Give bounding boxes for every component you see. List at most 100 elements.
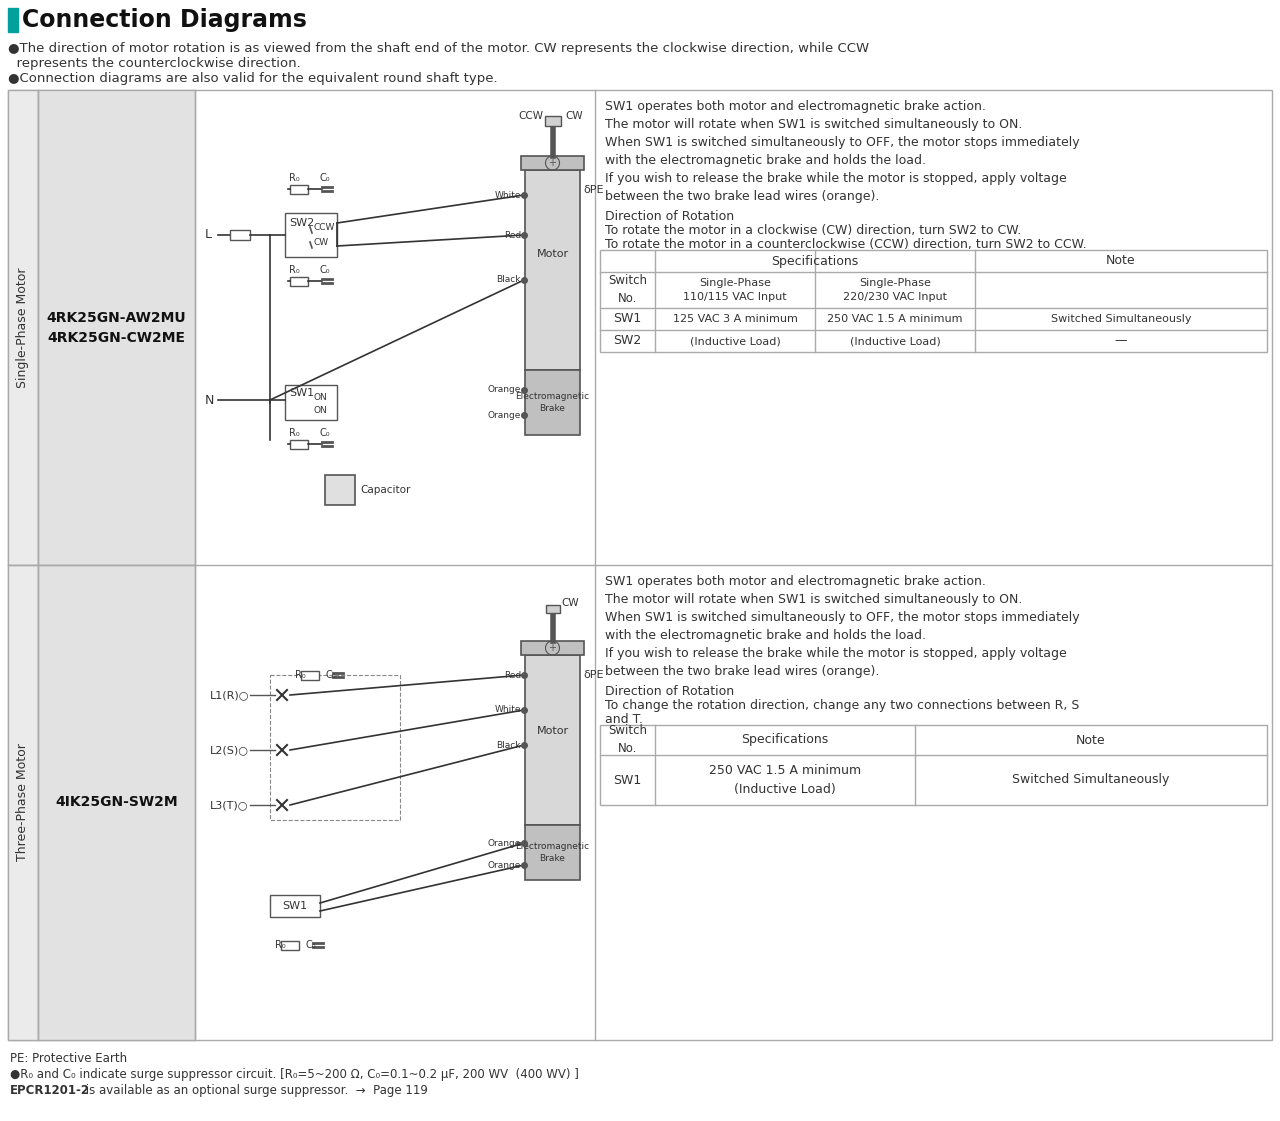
Text: SW1: SW1 [283,901,307,911]
Bar [325,475,355,504]
Text: SW1: SW1 [289,388,314,398]
Text: SW2: SW2 [613,334,641,348]
Text: Electromagnetic
Brake: Electromagnetic Brake [516,842,590,863]
Text: (Inductive Load): (Inductive Load) [690,336,781,346]
Text: CCW: CCW [518,111,543,121]
Text: C₀: C₀ [325,670,335,680]
Text: Orange: Orange [488,386,521,395]
Bar [291,439,308,448]
Text: ON: ON [314,393,326,402]
Text: +: + [549,643,557,654]
Bar [301,670,319,679]
Text: Direction of Rotation: Direction of Rotation [605,210,735,223]
Bar [545,605,559,613]
Text: R₀: R₀ [289,265,300,275]
Text: Connection Diagrams: Connection Diagrams [22,8,307,33]
Text: —: — [1115,334,1128,348]
Bar [8,90,1272,1040]
Text: SW1: SW1 [613,313,641,325]
Text: Electromagnetic
Brake: Electromagnetic Brake [516,391,590,414]
Text: 125 VAC 3 A minimum: 125 VAC 3 A minimum [672,314,797,324]
Text: δPE: δPE [582,670,603,680]
Bar [8,8,18,33]
Text: R₀: R₀ [275,941,285,949]
Text: Black: Black [497,741,521,750]
Text: L: L [205,229,212,241]
Text: C₀: C₀ [320,265,330,275]
Text: To rotate the motor in a clockwise (CW) direction, turn SW2 to CW.: To rotate the motor in a clockwise (CW) … [605,224,1021,237]
Text: Orange: Orange [488,410,521,419]
Text: (Inductive Load): (Inductive Load) [850,336,941,346]
Bar [525,825,580,880]
Text: Direction of Rotation: Direction of Rotation [605,685,735,698]
Bar [38,90,195,565]
Text: ●The direction of motor rotation is as viewed from the shaft end of the motor. C: ●The direction of motor rotation is as v… [8,41,869,55]
Bar [38,565,195,1040]
Text: 250 VAC 1.5 A minimum
(Inductive Load): 250 VAC 1.5 A minimum (Inductive Load) [709,765,861,796]
Text: R₀: R₀ [289,173,300,183]
Text: CW: CW [562,597,580,608]
Text: If you wish to release the brake while the motor is stopped, apply voltage
betwe: If you wish to release the brake while t… [605,647,1066,678]
Text: Specifications: Specifications [772,254,859,268]
Bar [291,185,308,194]
Text: L2(S)○: L2(S)○ [210,745,250,756]
Text: White: White [494,705,521,714]
Text: and T.: and T. [605,713,643,726]
Bar [282,941,300,949]
Text: Black: Black [497,276,521,285]
Text: C₀: C₀ [305,941,316,949]
Bar [521,641,584,655]
Text: ●R₀ and C₀ indicate surge suppressor circuit. [R₀=5~200 Ω, C₀=0.1~0.2 μF, 200 WV: ●R₀ and C₀ indicate surge suppressor cir… [10,1068,579,1081]
Text: Switched Simultaneously: Switched Simultaneously [1051,314,1192,324]
Bar [521,156,584,170]
Text: 4RK25GN-AW2MU: 4RK25GN-AW2MU [46,311,187,324]
Text: Motor: Motor [536,726,568,736]
Text: L1(R)○: L1(R)○ [210,691,250,700]
Text: If you wish to release the brake while the motor is stopped, apply voltage
betwe: If you wish to release the brake while t… [605,172,1066,203]
Text: SW2: SW2 [289,217,315,228]
Text: Capacitor: Capacitor [360,485,411,495]
Text: White: White [494,191,521,200]
Text: Motor: Motor [536,249,568,259]
Text: represents the counterclockwise direction.: represents the counterclockwise directio… [8,57,301,70]
Bar [525,370,580,435]
Text: PE: Protective Earth: PE: Protective Earth [10,1051,127,1065]
Bar [291,277,308,286]
Text: 4IK25GN-SW2M: 4IK25GN-SW2M [55,796,178,809]
Text: Note: Note [1106,254,1135,268]
Text: Orange: Orange [488,861,521,870]
Bar [285,213,337,257]
Text: Single-Phase
110/115 VAC Input: Single-Phase 110/115 VAC Input [684,278,787,302]
Text: SW1 operates both motor and electromagnetic brake action.
The motor will rotate : SW1 operates both motor and electromagne… [605,100,1079,167]
Text: Switched Simultaneously: Switched Simultaneously [1012,773,1170,787]
Text: C₀: C₀ [320,173,330,183]
Bar [8,565,38,1040]
Text: +: + [549,158,557,168]
Bar [544,115,561,126]
Text: SW1: SW1 [613,773,641,787]
Bar [230,230,250,240]
Text: is available as an optional surge suppressor.  →  Page 119: is available as an optional surge suppre… [82,1084,428,1097]
Text: Orange: Orange [488,839,521,847]
Text: Three-Phase Motor: Three-Phase Motor [17,743,29,861]
Text: ON: ON [314,406,326,415]
Text: To rotate the motor in a counterclockwise (CCW) direction, turn SW2 to CCW.: To rotate the motor in a counterclockwis… [605,238,1087,251]
Text: CCW: CCW [314,223,334,232]
Bar [285,385,337,420]
Text: ●Connection diagrams are also valid for the equivalent round shaft type.: ●Connection diagrams are also valid for … [8,72,498,85]
Text: 4RK25GN-CW2ME: 4RK25GN-CW2ME [47,331,186,344]
Bar [600,250,1267,352]
Text: 250 VAC 1.5 A minimum: 250 VAC 1.5 A minimum [827,314,963,324]
Text: C₀: C₀ [320,428,330,438]
Text: L3(T)○: L3(T)○ [210,800,248,810]
Text: Single-Phase
220/230 VAC Input: Single-Phase 220/230 VAC Input [844,278,947,302]
Bar [8,90,38,565]
Bar [600,725,1267,805]
Bar [270,895,320,917]
Bar [525,655,580,825]
Text: Specifications: Specifications [741,733,828,747]
Bar [525,170,580,370]
Text: Red: Red [504,670,521,679]
Text: R₀: R₀ [294,670,306,680]
Text: Switch
No.: Switch No. [608,724,646,756]
